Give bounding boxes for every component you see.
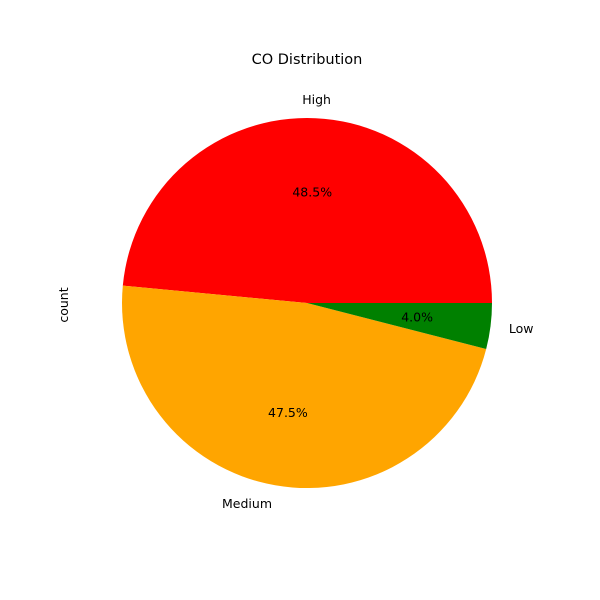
- pie-slices: [121, 117, 493, 489]
- slice-label-high: High: [302, 92, 331, 107]
- slice-label-medium: Medium: [222, 496, 272, 511]
- slice-label-low: Low: [509, 321, 534, 336]
- pie-labels: High 48.5% Medium 47.5% Low 4.0%: [222, 92, 533, 511]
- slice-percent-high: 48.5%: [292, 185, 332, 200]
- pie-slice-high: [122, 117, 492, 304]
- chart-title: CO Distribution: [252, 52, 363, 68]
- slice-percent-medium: 47.5%: [268, 405, 308, 420]
- y-axis-label: count: [56, 287, 71, 322]
- pie-slice-low: [307, 303, 493, 350]
- pie-slice-medium: [121, 285, 487, 489]
- slice-percent-low: 4.0%: [401, 309, 433, 324]
